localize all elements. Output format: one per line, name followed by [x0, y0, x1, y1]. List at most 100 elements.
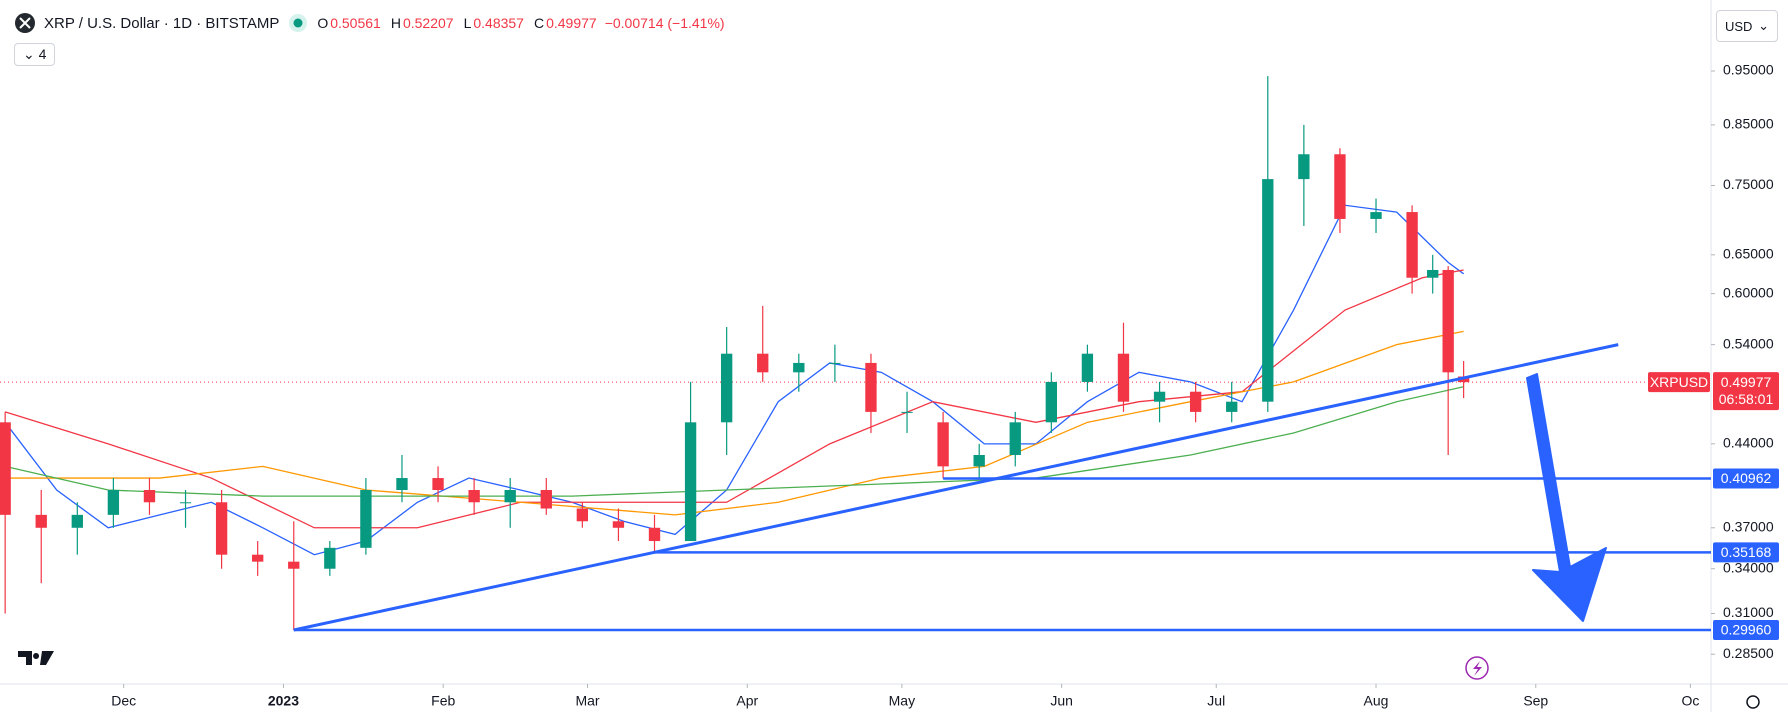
indicators-toggle[interactable]: ⌄ 4 — [14, 43, 56, 66]
x-tick-label: May — [889, 693, 915, 709]
candle-body — [396, 478, 408, 491]
currency-select[interactable]: USD ⌄ — [1716, 10, 1778, 42]
y-tick-label: 0.95000 — [1723, 62, 1774, 78]
change: −0.00714 (−1.41%) — [604, 15, 725, 31]
candle-body — [288, 561, 300, 569]
candle-body — [1298, 154, 1310, 180]
lightning-bolt — [1473, 661, 1482, 676]
candle-body — [757, 353, 769, 373]
candle-body — [107, 490, 120, 515]
ohlc-label: L — [463, 15, 472, 31]
candle-body — [215, 502, 228, 555]
trendline — [293, 343, 1619, 632]
logo-shape — [18, 651, 54, 665]
moving-average — [4, 204, 1465, 556]
symbol-tag: XRPUSD — [1650, 374, 1708, 390]
ohlc-value: 0.52207 — [402, 15, 454, 31]
indicators-count: 4 — [38, 46, 47, 62]
candle-body — [1009, 422, 1021, 455]
ohlc-label: O — [317, 15, 329, 31]
x-tick-label: Apr — [736, 693, 758, 709]
y-tick-label: 0.37000 — [1723, 518, 1774, 534]
candle-body — [0, 422, 11, 515]
level-label-box — [1713, 620, 1779, 641]
x-tick-label: Jun — [1050, 693, 1073, 709]
candle-body — [1153, 391, 1166, 402]
candle-body — [432, 478, 444, 491]
candle-body — [504, 490, 516, 503]
x-tick-label: Aug — [1364, 693, 1389, 709]
y-tick-label: 0.60000 — [1723, 284, 1774, 300]
y-tick-label: 0.65000 — [1723, 246, 1774, 262]
candle-body — [1189, 391, 1202, 412]
candle-body — [612, 521, 625, 528]
level-label: 0.40962 — [1721, 470, 1772, 486]
candle-body — [324, 547, 336, 569]
settings-icon[interactable] — [1746, 695, 1760, 709]
x-tick-label: Jul — [1207, 693, 1225, 709]
candle-body — [793, 362, 805, 373]
candle-body — [1427, 269, 1439, 278]
x-tick-label: Sep — [1523, 693, 1548, 709]
candle-body — [540, 490, 552, 509]
candle-body — [1370, 212, 1382, 219]
y-tick-label: 0.34000 — [1723, 559, 1774, 575]
countdown: 06:58:01 — [1719, 391, 1774, 407]
y-tick-label: 0.28500 — [1723, 645, 1774, 661]
candle-body — [865, 362, 877, 412]
level-label-box — [1713, 542, 1779, 563]
ohlc-item: O 0.50561 — [317, 15, 381, 31]
moving-average — [5, 330, 1464, 516]
candle-body — [71, 514, 83, 528]
x-tick-label: Feb — [431, 693, 455, 709]
candle-body — [684, 422, 697, 542]
y-tick-label: 0.31000 — [1723, 604, 1774, 620]
candle-body — [1406, 212, 1418, 278]
legend-header: XRP / U.S. Dollar · 1D · BITSTAMP O 0.505… — [14, 12, 725, 34]
candle-body — [576, 508, 589, 522]
level-label-box — [1713, 468, 1779, 489]
tradingview-logo — [18, 651, 54, 665]
candle-body — [1117, 353, 1130, 402]
y-tick-label: 0.75000 — [1723, 176, 1774, 192]
x-tick-label: 2023 — [268, 693, 299, 709]
candle-body — [35, 514, 47, 528]
candle-body — [1081, 353, 1094, 382]
candle-body — [1045, 381, 1058, 423]
moving-average — [4, 269, 1464, 529]
candle-body — [252, 554, 264, 562]
market-status[interactable] — [287, 12, 309, 34]
x-tick-label: Dec — [111, 693, 136, 709]
x-tick-label: Oc — [1681, 693, 1699, 709]
ohlc-value: 0.50561 — [330, 15, 381, 31]
y-tick-label: 0.44000 — [1723, 435, 1774, 451]
candle-body — [720, 353, 733, 423]
x-tick-label: Mar — [575, 693, 599, 709]
ohlc-item: H 0.52207 — [391, 15, 454, 31]
candle-body — [143, 490, 156, 503]
candle-body — [179, 502, 192, 504]
symbol-title: XRP / U.S. Dollar · 1D · BITSTAMP — [44, 14, 280, 32]
candle-body — [973, 454, 985, 467]
candle-body — [468, 490, 480, 503]
last-price-label: 0.49977 — [1721, 374, 1772, 390]
ohlc-value: 0.48357 — [473, 15, 524, 31]
candle-body — [901, 411, 913, 413]
candle-body — [1334, 154, 1346, 219]
level-label: 0.35168 — [1721, 544, 1772, 560]
ohlc-label: C — [533, 15, 545, 31]
moving-average — [5, 386, 1464, 497]
ohlc-label: H — [390, 15, 401, 31]
candle-body — [1226, 401, 1238, 412]
arrow-annotation — [1526, 373, 1607, 622]
level-label: 0.29960 — [1721, 622, 1772, 638]
ohlc-item: L 0.48357 — [464, 15, 524, 31]
currency: USD — [1725, 18, 1753, 34]
y-tick-label: 0.54000 — [1723, 335, 1774, 351]
candle-body — [1442, 269, 1454, 373]
ohlc-value: 0.49977 — [546, 15, 597, 31]
candle-body — [648, 527, 661, 542]
